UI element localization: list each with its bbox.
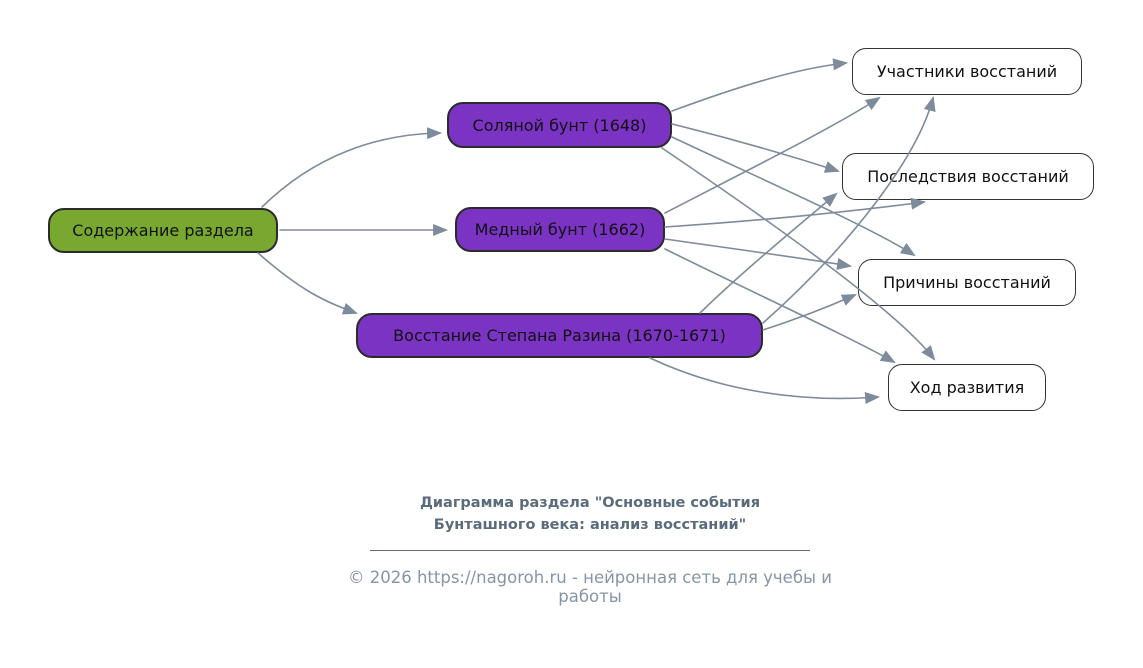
node-section-content: Содержание раздела [48,208,278,253]
node-causes: Причины восстаний [858,259,1076,306]
edge-razin-to-causes [762,294,857,331]
node-course: Ход развития [888,364,1046,411]
edge-salt-riot-to-consequences [671,123,841,173]
node-salt-riot: Соляной бунт (1648) [447,102,672,148]
node-copper-riot: Медный бунт (1662) [455,207,665,252]
node-participants: Участники восстаний [852,48,1082,95]
caption-footer: © 2026 https://nagoroh.ru - нейронная се… [347,567,833,606]
edge-root-to-salt-riot [261,127,443,208]
edge-root-to-razin-uprising [257,252,358,315]
edge-razin-to-course [649,357,881,404]
node-razin-uprising: Восстание Степана Разина (1670-1671) [356,313,763,358]
caption-divider [370,549,810,551]
edge-salt-riot-to-participants [671,58,849,112]
edge-razin-to-consequences [699,192,838,314]
node-consequences: Последствия восстаний [842,153,1094,200]
edge-copper-riot-to-causes [664,238,853,270]
caption-title: Диаграмма раздела "Основные события Бунт… [419,495,761,534]
caption-block: Диаграмма раздела "Основные события Бунт… [330,492,850,606]
edge-copper-riot-to-consequences [664,197,927,228]
